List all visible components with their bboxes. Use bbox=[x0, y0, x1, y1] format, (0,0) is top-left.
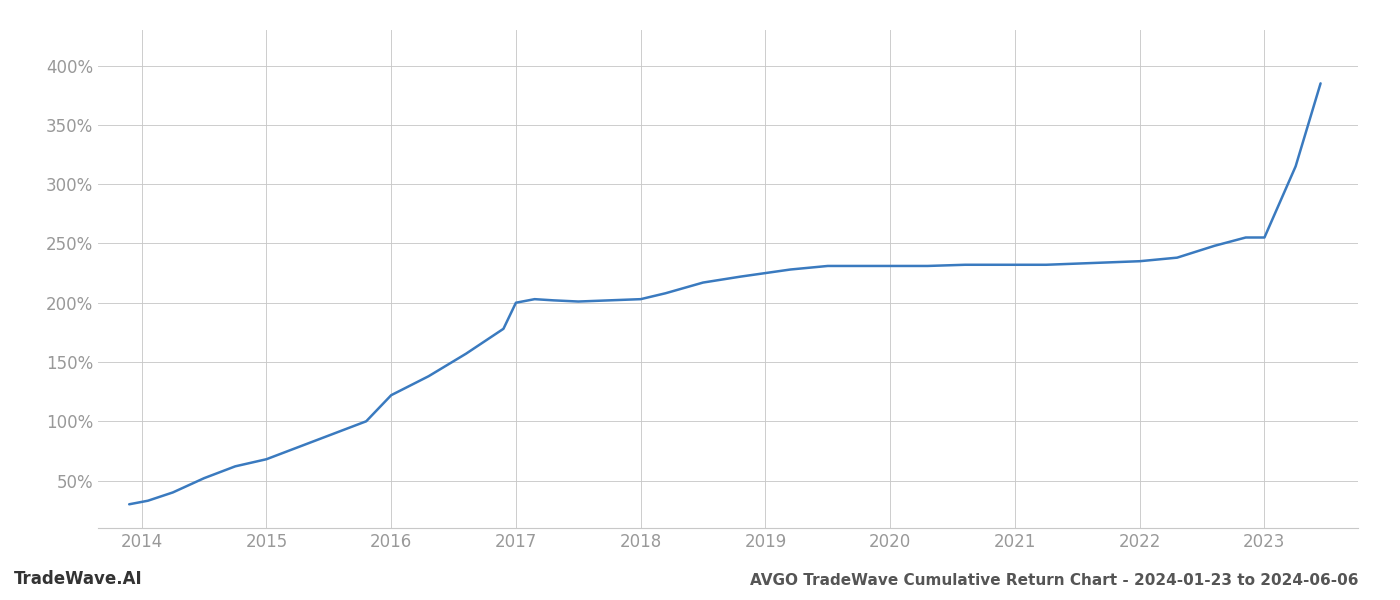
Text: AVGO TradeWave Cumulative Return Chart - 2024-01-23 to 2024-06-06: AVGO TradeWave Cumulative Return Chart -… bbox=[749, 573, 1358, 588]
Text: TradeWave.AI: TradeWave.AI bbox=[14, 570, 143, 588]
